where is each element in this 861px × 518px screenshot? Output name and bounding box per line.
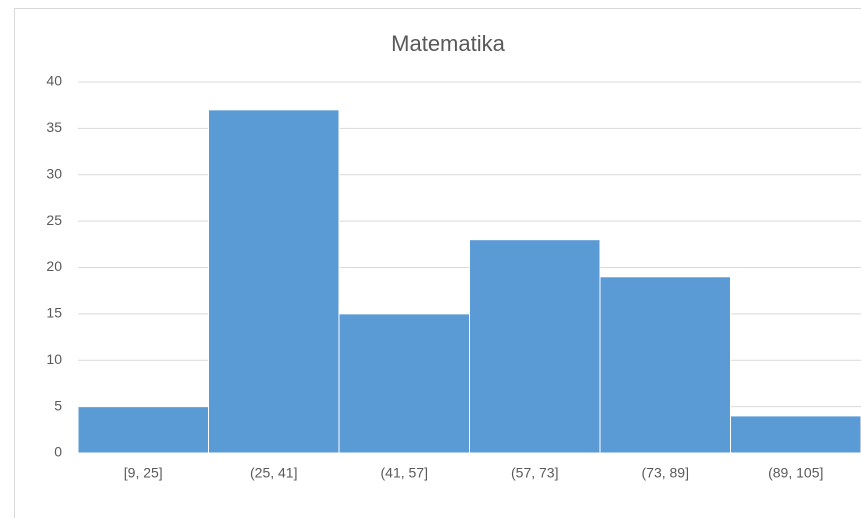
bar xyxy=(338,313,470,454)
y-tick-label: 25 xyxy=(46,212,62,228)
y-tick-label: 5 xyxy=(54,397,62,413)
y-tick-label: 30 xyxy=(46,165,62,181)
x-tick-label: [9, 25] xyxy=(124,465,163,481)
bar xyxy=(208,109,340,454)
x-tick-label: (73, 89] xyxy=(642,465,689,481)
y-tick-label: 0 xyxy=(54,444,62,460)
x-tick-label: (57, 73] xyxy=(511,465,558,481)
y-tick-label: 15 xyxy=(46,305,62,321)
y-tick-label: 10 xyxy=(46,351,62,367)
chart-title: Matematika xyxy=(391,31,505,56)
x-tick-label: (89, 105] xyxy=(768,465,823,481)
bar xyxy=(730,415,861,454)
bar xyxy=(469,239,601,454)
y-tick-label: 20 xyxy=(46,258,62,274)
x-tick-label: (41, 57] xyxy=(381,465,428,481)
y-tick-label: 35 xyxy=(46,119,62,135)
y-tick-label: 40 xyxy=(46,73,62,89)
bar xyxy=(599,276,731,454)
bar xyxy=(77,406,209,454)
x-tick-label: (25, 41] xyxy=(250,465,297,481)
